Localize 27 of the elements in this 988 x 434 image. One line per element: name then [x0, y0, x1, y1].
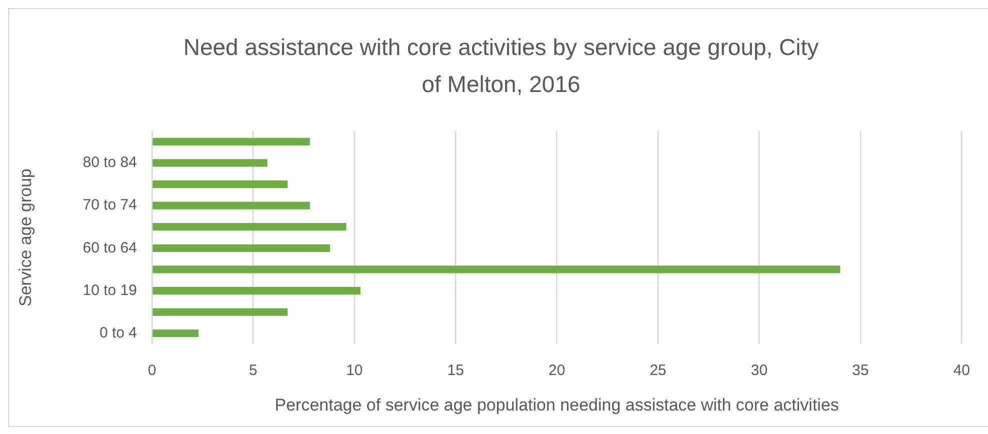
y-tick-label: 60 to 64	[82, 239, 137, 256]
bar	[152, 330, 199, 338]
y-axis-title: Service age group	[16, 168, 35, 306]
bar	[152, 244, 330, 252]
bar	[152, 202, 310, 210]
x-tick-label: 20	[548, 362, 566, 380]
x-tick-label: 35	[852, 362, 869, 380]
bar	[152, 308, 288, 316]
chart-title: Need assistance with core activities by service age group, City of Melton, 2016	[182, 33, 820, 99]
x-tick-label: 40	[953, 362, 970, 380]
y-tick-label: 70 to 74	[82, 196, 137, 214]
y-tick-label: 0 to 4	[99, 324, 137, 342]
y-tick-label: 80 to 84	[82, 154, 137, 172]
bar	[152, 138, 310, 146]
x-axis-title: Percentage of service age population needing assistace with core activities	[274, 395, 839, 414]
bar	[152, 266, 840, 274]
bar	[152, 159, 268, 167]
x-tick-label: 0	[148, 362, 156, 380]
x-tick-label: 15	[447, 362, 464, 380]
y-tick-label: 10 to 19	[82, 282, 137, 299]
bar	[152, 180, 288, 188]
x-tick-label: 30	[750, 362, 768, 380]
bar	[152, 286, 360, 295]
bar	[152, 223, 346, 231]
x-tick-label: 5	[249, 362, 258, 380]
x-tick-label: 10	[346, 362, 363, 380]
x-tick-label: 25	[650, 362, 666, 380]
